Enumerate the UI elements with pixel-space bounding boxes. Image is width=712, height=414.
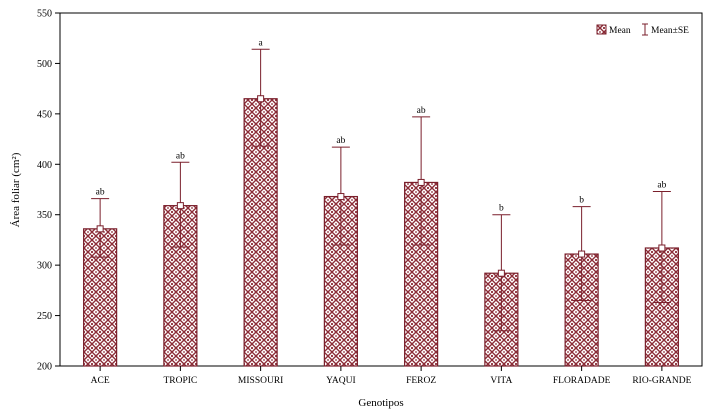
y-axis-ticks: 200 250 300 350 400 450 500 550 bbox=[37, 9, 60, 373]
x-tick-label: FLORADADE bbox=[553, 376, 611, 386]
mean-marker bbox=[578, 250, 586, 258]
bars-group bbox=[83, 98, 679, 367]
significance-labels-group: ab ab a ab ab b b ab bbox=[96, 38, 667, 213]
x-tick-label: FEROZ bbox=[406, 376, 436, 386]
y-tick-label: 500 bbox=[37, 59, 52, 70]
y-axis-title: Área foliar (cm²) bbox=[10, 152, 22, 227]
y-tick-label: 300 bbox=[37, 261, 52, 272]
mean-marker bbox=[658, 244, 666, 252]
significance-label: ab bbox=[336, 136, 345, 146]
significance-label: ab bbox=[176, 151, 185, 161]
x-tick-label: RIO-GRANDE bbox=[632, 376, 691, 386]
legend: Mean Mean±SE bbox=[596, 23, 689, 36]
x-tick-label: VITA bbox=[490, 376, 512, 386]
significance-label: ab bbox=[417, 106, 426, 116]
y-tick-label: 550 bbox=[37, 9, 52, 20]
mean-marker bbox=[497, 269, 505, 277]
y-tick-label: 400 bbox=[37, 160, 52, 171]
y-tick-label: 350 bbox=[37, 210, 52, 221]
error-bars-group bbox=[91, 48, 671, 332]
x-tick-label: TROPIC bbox=[163, 376, 197, 386]
mean-marker bbox=[417, 178, 425, 186]
significance-label: ab bbox=[96, 188, 105, 198]
significance-label: b bbox=[499, 204, 504, 214]
legend-mean-swatch bbox=[596, 24, 607, 35]
mean-marker bbox=[257, 95, 265, 103]
mean-marker bbox=[96, 225, 104, 233]
legend-se-icon bbox=[642, 23, 648, 36]
x-tick-label: YAQUI bbox=[326, 376, 356, 386]
significance-label: a bbox=[259, 38, 264, 48]
x-tick-label: ACE bbox=[91, 376, 110, 386]
x-axis-title: Genotipos bbox=[358, 397, 403, 409]
x-tick-label: MISSOURI bbox=[238, 376, 283, 386]
y-tick-label: 450 bbox=[37, 109, 52, 120]
y-tick-label: 200 bbox=[37, 362, 52, 373]
x-axis-ticks: ACE TROPIC MISSOURI YAQUI FEROZ VITA FLORADADE… bbox=[91, 366, 692, 386]
mean-marker bbox=[176, 202, 184, 210]
legend-se-label: Mean±SE bbox=[651, 26, 689, 36]
mean-marker bbox=[337, 193, 345, 201]
legend-mean-label: Mean bbox=[609, 26, 631, 36]
significance-label: b bbox=[579, 196, 584, 206]
significance-label: ab bbox=[657, 181, 666, 191]
plot-frame bbox=[59, 12, 703, 367]
y-tick-label: 250 bbox=[37, 311, 52, 322]
